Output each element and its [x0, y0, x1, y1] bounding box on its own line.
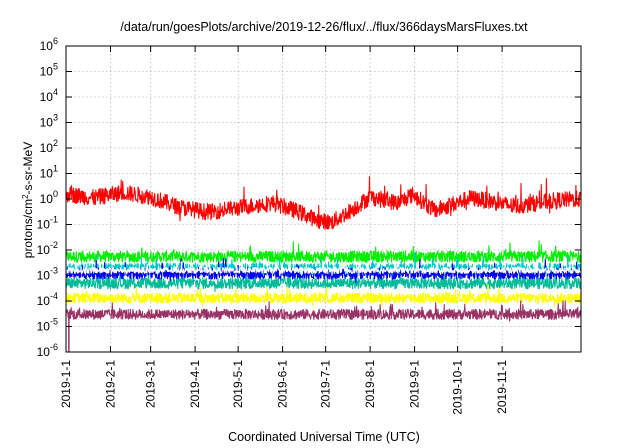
x-tick-label: 2019-5-1: [231, 360, 245, 408]
series-line-7: [65, 300, 582, 322]
x-tick-label: 2019-8-1: [363, 360, 377, 408]
y-tick-label: 105: [40, 62, 58, 79]
x-tick-label: 2019-7-1: [319, 360, 333, 408]
y-tick-label: 102: [40, 138, 58, 155]
series-line-6: [65, 283, 582, 307]
y-tick-label: 10-3: [37, 266, 58, 283]
chart-title: /data/run/goesPlots/archive/2019-12-26/f…: [120, 20, 528, 34]
y-axis-label: protons/cm2-s-sr-MeV: [21, 142, 36, 258]
x-tick-label: 2019-6-1: [276, 360, 290, 408]
y-tick-label: 100: [40, 189, 58, 206]
y-tick-label: 10-1: [37, 215, 58, 232]
x-tick-label: 2019-9-1: [408, 360, 422, 408]
x-axis-label: Coordinated Universal Time (UTC): [228, 430, 420, 444]
y-tick-label: 101: [40, 164, 58, 181]
x-tick-label: 2019-3-1: [144, 360, 158, 408]
y-tick-label: 103: [40, 113, 58, 130]
tick-marks: [65, 45, 581, 353]
x-tick-label: 2019-10-1: [451, 360, 465, 415]
y-tick-label: 104: [40, 87, 58, 104]
x-tick-label: 2019-2-1: [103, 360, 117, 408]
series-line-8: [65, 176, 582, 230]
series-line-3: [65, 267, 582, 293]
x-tick-label: 2019-4-1: [188, 360, 202, 408]
x-tick-label: 2019-1-1: [59, 360, 73, 408]
series-line-1: [65, 240, 582, 267]
x-tick-label: 2019-11-1: [495, 360, 509, 414]
y-tick-label: 10-4: [37, 291, 58, 308]
x-tick-labels: 2019-1-1 2019-2-1 2019-3-1 2019-4-1 2019-5-1…: [59, 360, 509, 415]
series-line-5: [65, 261, 582, 277]
y-tick-label: 10-5: [37, 317, 58, 334]
y-tick-label: 106: [40, 36, 58, 53]
y-tick-labels: 10-6 10-5 10-4 10-3 10-2 10-1 100 101 102 103 104 1…: [37, 36, 58, 359]
series-layer: [65, 176, 582, 352]
y-tick-label: 10-2: [37, 240, 58, 257]
y-tick-label: 10-6: [37, 342, 58, 359]
